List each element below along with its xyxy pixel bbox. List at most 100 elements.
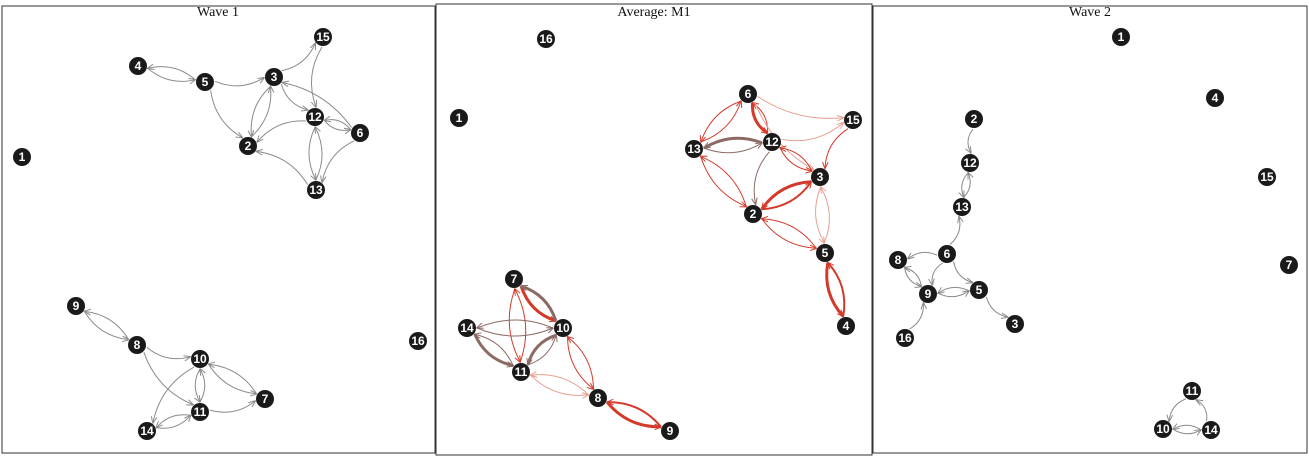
node-circle (896, 329, 914, 347)
edge-10-to-14 (477, 319, 554, 328)
node-1: 1 (450, 109, 468, 127)
node-circle (816, 244, 834, 262)
edge-12-to-2 (754, 151, 770, 205)
edge-4-to-5 (147, 67, 196, 81)
edge-2-to-5 (761, 218, 816, 248)
node-circle (1112, 28, 1130, 46)
edge-13-to-12 (963, 173, 970, 198)
node-circle (837, 317, 855, 335)
edge-6-to-8 (908, 251, 938, 258)
node-label: 16 (539, 32, 553, 46)
edge-8-to-10 (568, 337, 594, 390)
node-4: 4 (1206, 89, 1224, 107)
node-circle (970, 281, 988, 299)
edge-5-to-3 (821, 187, 830, 244)
edge-16-to-9 (909, 303, 924, 330)
node-4: 4 (837, 317, 855, 335)
edge-8-to-10 (146, 346, 190, 358)
node-circle (239, 137, 257, 155)
node-circle (458, 319, 476, 337)
edge-9-to-5 (937, 291, 969, 298)
edge-2-to-3 (251, 86, 271, 137)
edge-4-to-5 (828, 263, 846, 317)
panel-title: Average: M1 (617, 5, 690, 20)
node-10: 10 (1154, 420, 1172, 438)
node-3: 3 (265, 68, 283, 86)
node-label: 13 (309, 183, 323, 197)
edge-11-to-7 (515, 289, 527, 363)
node-6: 6 (739, 85, 757, 103)
node-15: 15 (314, 28, 332, 46)
node-5: 5 (816, 244, 834, 262)
node-label: 5 (822, 246, 829, 260)
node-circle (1154, 420, 1172, 438)
node-circle (129, 57, 147, 75)
node-label: 2 (971, 112, 978, 126)
edge-11-to-8 (530, 374, 589, 395)
node-label: 1 (19, 150, 26, 164)
edge-12-to-13 (308, 126, 316, 180)
node-label: 9 (667, 424, 674, 438)
node-14: 14 (138, 422, 156, 440)
edge-9-to-8 (83, 311, 128, 339)
panel-title: Wave 2 (1069, 5, 1111, 20)
edge-3-to-2 (760, 180, 812, 209)
edge-layer (905, 128, 1208, 434)
node-7: 7 (256, 390, 274, 408)
node-label: 13 (955, 200, 969, 214)
node-circle (314, 28, 332, 46)
node-label: 9 (925, 287, 932, 301)
edge-3-to-12 (780, 148, 813, 172)
node-label: 1 (1118, 30, 1125, 44)
edge-6-to-9 (932, 262, 943, 285)
node-8: 8 (589, 389, 607, 407)
node-label: 12 (765, 135, 779, 149)
node-label: 5 (976, 283, 983, 297)
node-circle (961, 154, 979, 172)
node-16: 16 (896, 329, 914, 347)
edge-5-to-2 (210, 90, 243, 137)
edge-13-to-12 (703, 143, 762, 154)
edge-11-to-10 (1169, 398, 1187, 421)
edge-12-to-6 (324, 120, 350, 130)
node-label: 9 (73, 299, 80, 313)
node-16: 16 (537, 30, 555, 48)
edge-11-to-10 (527, 335, 556, 366)
node-circle (1258, 168, 1276, 186)
edge-12-to-2 (257, 120, 306, 142)
node-circle (965, 110, 983, 128)
node-label: 2 (750, 207, 757, 221)
node-15: 15 (844, 111, 862, 129)
node-label: 14 (1204, 423, 1218, 437)
node-label: 7 (1286, 258, 1293, 272)
edge-11-to-14 (156, 414, 191, 428)
node-label: 6 (357, 126, 364, 140)
node-label: 2 (245, 139, 252, 153)
node-circle (306, 108, 324, 126)
edge-6-to-3 (282, 83, 353, 128)
node-circle (196, 73, 214, 91)
edge-8-to-9 (84, 311, 130, 340)
node-7: 7 (505, 270, 523, 288)
node-circle (1006, 315, 1024, 333)
node-circle (919, 285, 937, 303)
node-1: 1 (1112, 28, 1130, 46)
node-6: 6 (938, 245, 956, 263)
node-label: 8 (895, 253, 902, 267)
node-circle (256, 390, 274, 408)
node-label: 6 (745, 87, 752, 101)
node-9: 9 (67, 297, 85, 315)
edge-13-to-2 (700, 156, 747, 206)
node-label: 8 (134, 338, 141, 352)
edge-5-to-3 (985, 296, 1007, 317)
node-15: 15 (1258, 168, 1276, 186)
edge-14-to-10 (1173, 425, 1202, 431)
node-label: 15 (1260, 170, 1274, 184)
node-12: 12 (763, 133, 781, 151)
edge-3-to-2 (251, 86, 271, 136)
edge-13-to-2 (256, 151, 309, 185)
